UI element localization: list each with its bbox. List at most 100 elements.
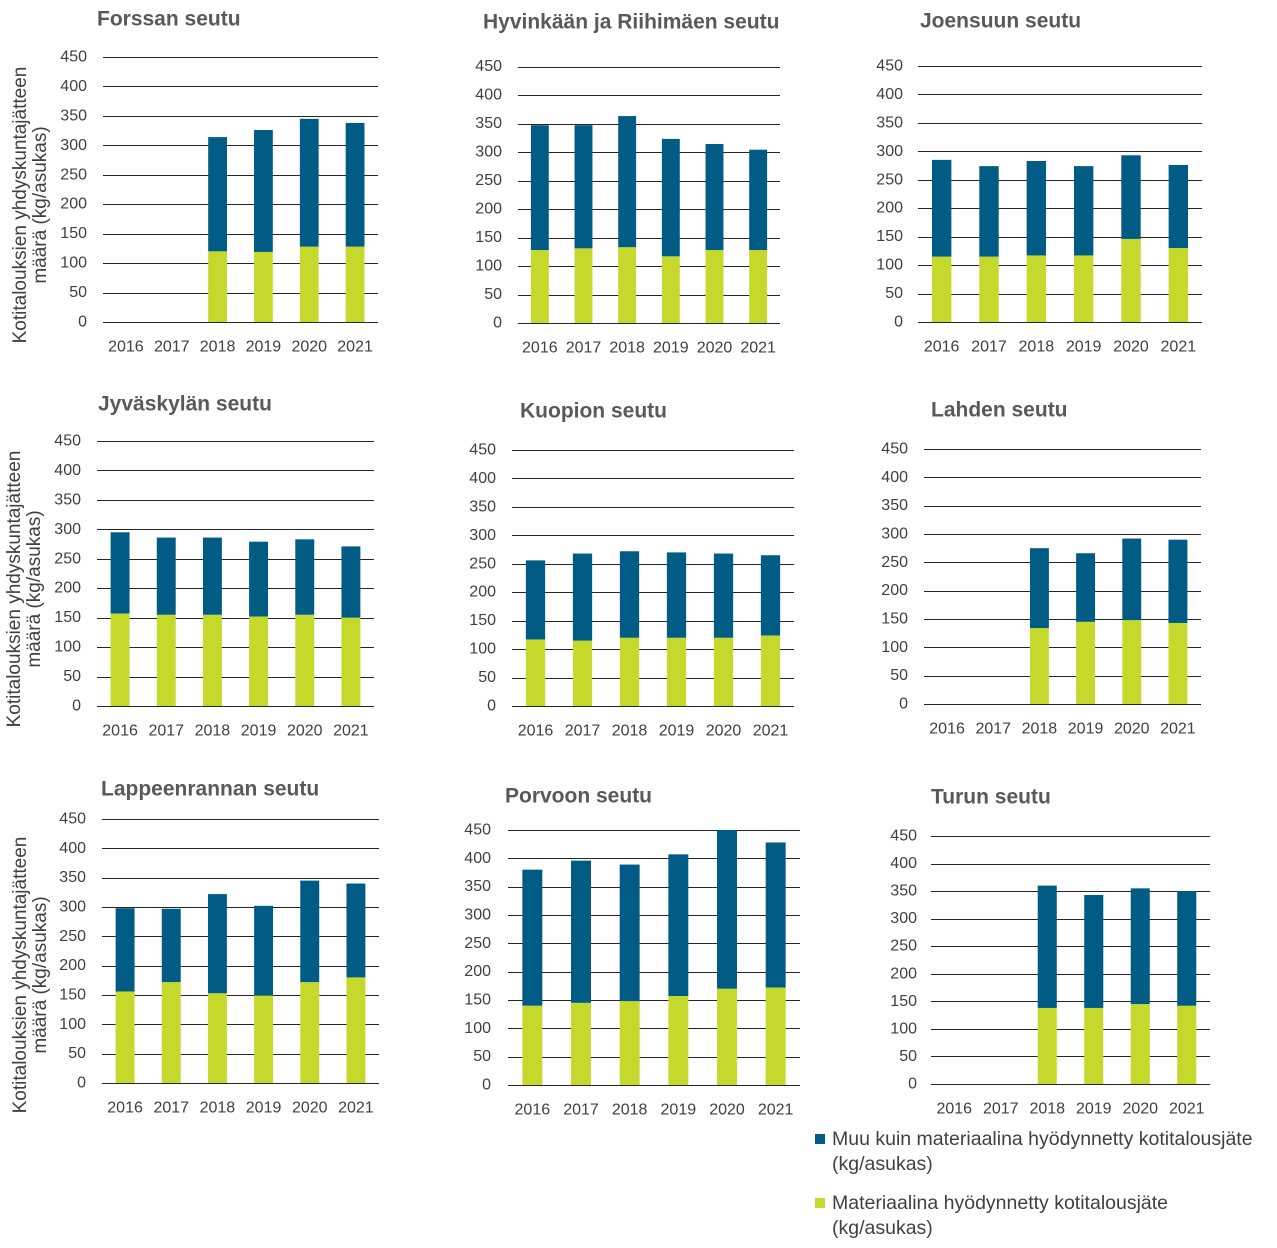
legend-label-muu: Muu kuin materiaalina hyödynnetty kotita… (832, 1128, 1253, 1175)
bar-muu-segment (618, 116, 637, 248)
bar-muu-segment (749, 149, 768, 251)
y-tick-label: 350 (54, 491, 81, 508)
y-tick-label: 450 (54, 433, 81, 450)
x-tick-label: 2018 (1029, 1101, 1065, 1118)
y-tick-label: 0 (493, 315, 502, 332)
bar-muu-segment (1037, 885, 1057, 1008)
x-tick-label: 2019 (659, 723, 695, 740)
bar-materiaalina-segment (1026, 255, 1047, 322)
y-tick-label: 200 (876, 200, 903, 217)
y-tick-label: 400 (54, 462, 81, 479)
bar-materiaalina-segment (1177, 1005, 1197, 1084)
y-tick-label: 200 (59, 957, 86, 974)
y-tick-label: 450 (464, 822, 491, 839)
bar-muu-segment (1121, 155, 1141, 239)
bar-materiaalina-segment (1121, 238, 1141, 322)
x-tick-label: 2021 (333, 723, 369, 740)
x-tick-label: 2018 (1022, 721, 1058, 738)
y-tick-label: 250 (60, 166, 87, 183)
bar-muu-segment (115, 908, 135, 992)
bar-muu-segment (156, 537, 176, 615)
x-tick-label: 2019 (246, 339, 282, 356)
bar-materiaalina-segment (1168, 248, 1189, 322)
bar-materiaalina-segment (254, 995, 274, 1083)
y-axis-label: Kotitalouksien yhdyskuntajätteen määrä (… (4, 450, 45, 728)
bar-muu-segment (619, 864, 640, 1002)
bar-materiaalina-segment (668, 996, 689, 1085)
y-tick-label: 250 (475, 172, 502, 189)
y-tick-label: 0 (908, 1076, 917, 1093)
x-tick-label: 2021 (740, 340, 776, 357)
y-tick-label: 150 (876, 228, 903, 245)
y-tick-label: 400 (881, 469, 908, 486)
y-tick-label: 0 (72, 698, 81, 715)
chart-panel: 0 50 100 150 200 250 300 350 400 450 2016 2017 2018 2… (876, 10, 1202, 356)
y-axis-label: Kotitalouksien yhdyskuntajätteen määrä (… (10, 836, 51, 1114)
bar-muu-segment (1122, 538, 1142, 621)
y-tick-label: 200 (60, 196, 87, 213)
x-tick-label: 2017 (983, 1101, 1019, 1118)
y-tick-label: 100 (59, 1016, 86, 1033)
bar-muu-segment (705, 144, 724, 251)
bar-materiaalina-segment (299, 246, 319, 322)
bar-materiaalina-segment (619, 1001, 640, 1085)
bar-materiaalina-segment (202, 614, 222, 706)
bar-materiaalina-segment (161, 982, 181, 1083)
bar-materiaalina-segment (1073, 255, 1094, 322)
bar-muu-segment (571, 860, 591, 1003)
chart-title: Forssan seutu (97, 8, 241, 31)
bar-muu-segment (572, 553, 593, 641)
bar-materiaalina-segment (619, 637, 640, 706)
bar-materiaalina-segment (156, 614, 176, 706)
chart-panel: 0 50 100 150 200 250 300 350 400 450 2016 2017 2018 2… (464, 785, 800, 1119)
x-tick-label: 2018 (195, 723, 231, 740)
bar-materiaalina-segment (1084, 1007, 1104, 1084)
bar-materiaalina-segment (572, 640, 593, 706)
y-tick-label: 0 (894, 314, 903, 331)
y-tick-label: 250 (890, 938, 917, 955)
x-tick-label: 2017 (971, 339, 1007, 356)
x-tick-label: 2021 (1169, 1101, 1205, 1118)
bar-materiaalina-segment (931, 256, 952, 322)
bar-muu-segment (254, 905, 274, 996)
bar-muu-segment (249, 541, 269, 617)
y-tick-label: 400 (59, 840, 86, 857)
y-tick-label: 100 (464, 1020, 491, 1037)
bar-materiaalina-segment (110, 613, 130, 706)
y-tick-label: 100 (876, 257, 903, 274)
y-tick-label: 150 (54, 609, 81, 626)
y-tick-label: 350 (464, 878, 491, 895)
bar-materiaalina-segment (249, 616, 269, 706)
bar-muu-segment (530, 125, 549, 251)
y-tick-label: 450 (876, 58, 903, 75)
y-tick-label: 250 (881, 554, 908, 571)
y-tick-label: 50 (473, 1048, 491, 1065)
x-tick-label: 2017 (566, 340, 602, 357)
y-tick-label: 300 (881, 526, 908, 543)
bar-materiaalina-segment (661, 256, 680, 323)
bar-materiaalina-segment (345, 246, 365, 322)
legend-swatch-materiaalina (815, 1198, 825, 1208)
y-tick-label: 450 (890, 828, 917, 845)
x-tick-label: 2017 (565, 723, 601, 740)
x-tick-label: 2017 (153, 1100, 189, 1117)
chart-title: Jyväskylän seutu (98, 393, 272, 416)
bar-materiaalina-segment (1037, 1007, 1057, 1084)
y-tick-label: 150 (464, 992, 491, 1009)
x-tick-label: 2016 (518, 723, 554, 740)
bar-materiaalina-segment (705, 250, 724, 323)
y-tick-label: 100 (475, 258, 502, 275)
bar-muu-segment (300, 880, 320, 983)
y-tick-label: 350 (475, 115, 502, 132)
bar-muu-segment (760, 555, 781, 636)
bar-muu-segment (1029, 548, 1049, 629)
chart-title: Lappeenrannan seutu (101, 778, 319, 801)
y-tick-label: 300 (54, 521, 81, 538)
y-tick-label: 150 (469, 612, 496, 629)
x-tick-label: 2019 (1066, 339, 1102, 356)
y-tick-label: 150 (59, 987, 86, 1004)
y-tick-label: 250 (464, 935, 491, 952)
chart-panel: 0 50 100 150 200 250 300 350 400 450 2016 2017 2018 2… (881, 399, 1201, 738)
chart-panel: 0 50 100 150 200 250 300 350 400 450 2016 2017 2018 2… (54, 393, 374, 740)
